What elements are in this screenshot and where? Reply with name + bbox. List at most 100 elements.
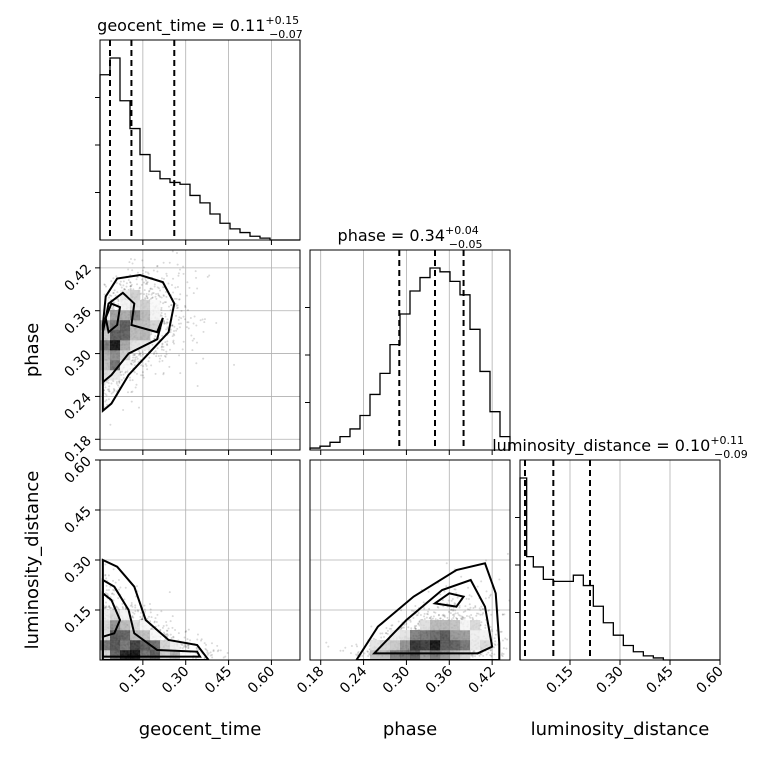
scatter-point [182, 645, 185, 648]
scatter-point [433, 611, 436, 614]
scatter-point [171, 324, 174, 327]
scatter-point [172, 341, 175, 344]
scatter-point [151, 292, 154, 295]
scatter-point [140, 374, 143, 377]
scatter-point [175, 251, 178, 254]
scatter-point [147, 360, 150, 363]
scatter-point [366, 650, 369, 653]
scatter-point [417, 622, 420, 625]
scatter-point [446, 602, 449, 605]
scatter-point [141, 617, 144, 620]
scatter-point [187, 321, 190, 324]
scatter-point [130, 363, 133, 366]
x-tick-label: 0.15 [543, 664, 576, 697]
scatter-point [212, 650, 215, 653]
density-cell [120, 620, 131, 631]
panel-frame [309, 249, 511, 451]
scatter-point [474, 655, 477, 658]
density-cell [100, 650, 111, 660]
scatter-point [171, 626, 174, 629]
scatter-point [130, 362, 133, 365]
scatter-point [185, 294, 188, 297]
scatter-point [187, 647, 190, 650]
scatter-point [162, 345, 165, 348]
scatter-point [203, 657, 206, 660]
density-cell [460, 650, 471, 660]
scatter-point [494, 644, 497, 647]
scatter-point [480, 580, 483, 583]
scatter-point [465, 614, 468, 617]
scatter-point [111, 592, 114, 595]
scatter-point [484, 624, 487, 627]
scatter-point [169, 620, 172, 623]
scatter-point [112, 277, 115, 280]
density-cell [120, 610, 131, 621]
density-cell [420, 650, 431, 660]
scatter-point [174, 628, 177, 631]
scatter-point [177, 306, 180, 309]
scatter-point [129, 258, 132, 261]
scatter-point [112, 599, 115, 602]
scatter-point [122, 284, 125, 287]
scatter-point [182, 272, 185, 275]
scatter-point [162, 319, 165, 322]
scatter-point [108, 294, 111, 297]
density-cell [160, 640, 171, 651]
scatter-point [434, 611, 437, 614]
scatter-point [117, 607, 120, 610]
density-cell [450, 650, 461, 660]
scatter-point [155, 292, 158, 295]
scatter-point [475, 612, 478, 615]
density-cell [130, 640, 141, 651]
scatter-point [195, 646, 198, 649]
density-cell [460, 630, 471, 641]
y-tick-label: 0.15 [61, 604, 94, 637]
scatter-point [115, 275, 118, 278]
y-tick-label: 0.36 [61, 304, 94, 337]
scatter-point [202, 357, 205, 360]
density-cell [460, 640, 471, 651]
scatter-point [456, 596, 459, 599]
scatter-point [391, 624, 394, 627]
scatter-point [115, 282, 118, 285]
hist-bar [100, 75, 110, 240]
scatter-point [439, 617, 442, 620]
scatter-point [116, 606, 119, 609]
panel-title-phase: phase = 0.34+0.04 −0.05 [338, 224, 483, 251]
scatter-point [204, 643, 207, 646]
scatter-point [104, 605, 107, 608]
scatter-point [109, 423, 112, 426]
scatter-point [187, 628, 190, 631]
scatter-point [430, 615, 433, 618]
scatter-point [402, 626, 405, 629]
hist-bar [330, 442, 340, 450]
scatter-point [458, 604, 461, 607]
scatter-point [143, 604, 146, 607]
scatter-point [411, 609, 414, 612]
scatter-point [480, 653, 483, 656]
x-tick-label: 0.30 [593, 664, 626, 697]
scatter-point [107, 388, 110, 391]
scatter-point [442, 613, 445, 616]
scatter-point [165, 350, 168, 353]
scatter-point [195, 341, 198, 344]
scatter-point [124, 607, 127, 610]
scatter-point [203, 656, 206, 659]
scatter-point [501, 652, 504, 655]
scatter-point [166, 344, 169, 347]
scatter-point [154, 295, 157, 298]
x-tick-label: 0.36 [423, 663, 456, 696]
scatter-point [129, 379, 132, 382]
scatter-point [168, 365, 171, 368]
scatter-point [132, 361, 135, 364]
scatter-point [355, 653, 358, 656]
scatter-point [426, 613, 429, 616]
scatter-point [478, 607, 481, 610]
panel-title-luminosity_distance: luminosity_distance = 0.10+0.11 −0.09 [492, 434, 748, 461]
scatter-point [443, 615, 446, 618]
scatter-point [126, 391, 129, 394]
scatter-point [119, 283, 122, 286]
scatter-point [180, 309, 183, 312]
scatter-point [206, 651, 209, 654]
scatter-point [156, 613, 159, 616]
